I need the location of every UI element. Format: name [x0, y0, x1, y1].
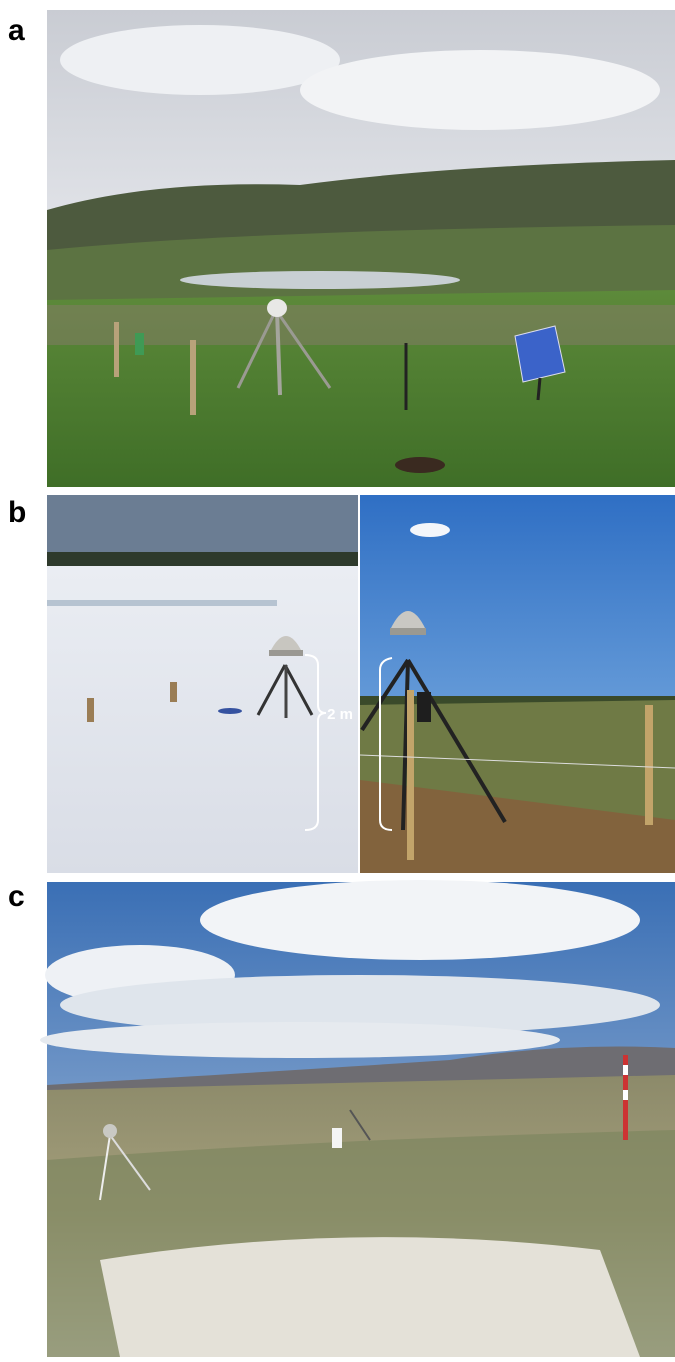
scale-brace — [304, 654, 327, 831]
photo-b-right — [359, 495, 675, 873]
panel-label: a — [8, 14, 25, 47]
photo-c — [40, 880, 675, 1357]
photo-a — [47, 10, 675, 487]
panel-label: c — [8, 880, 25, 913]
scale-annotation: 2 m — [327, 706, 353, 723]
panel-label: b — [8, 496, 26, 529]
photo-b-left — [47, 495, 358, 873]
